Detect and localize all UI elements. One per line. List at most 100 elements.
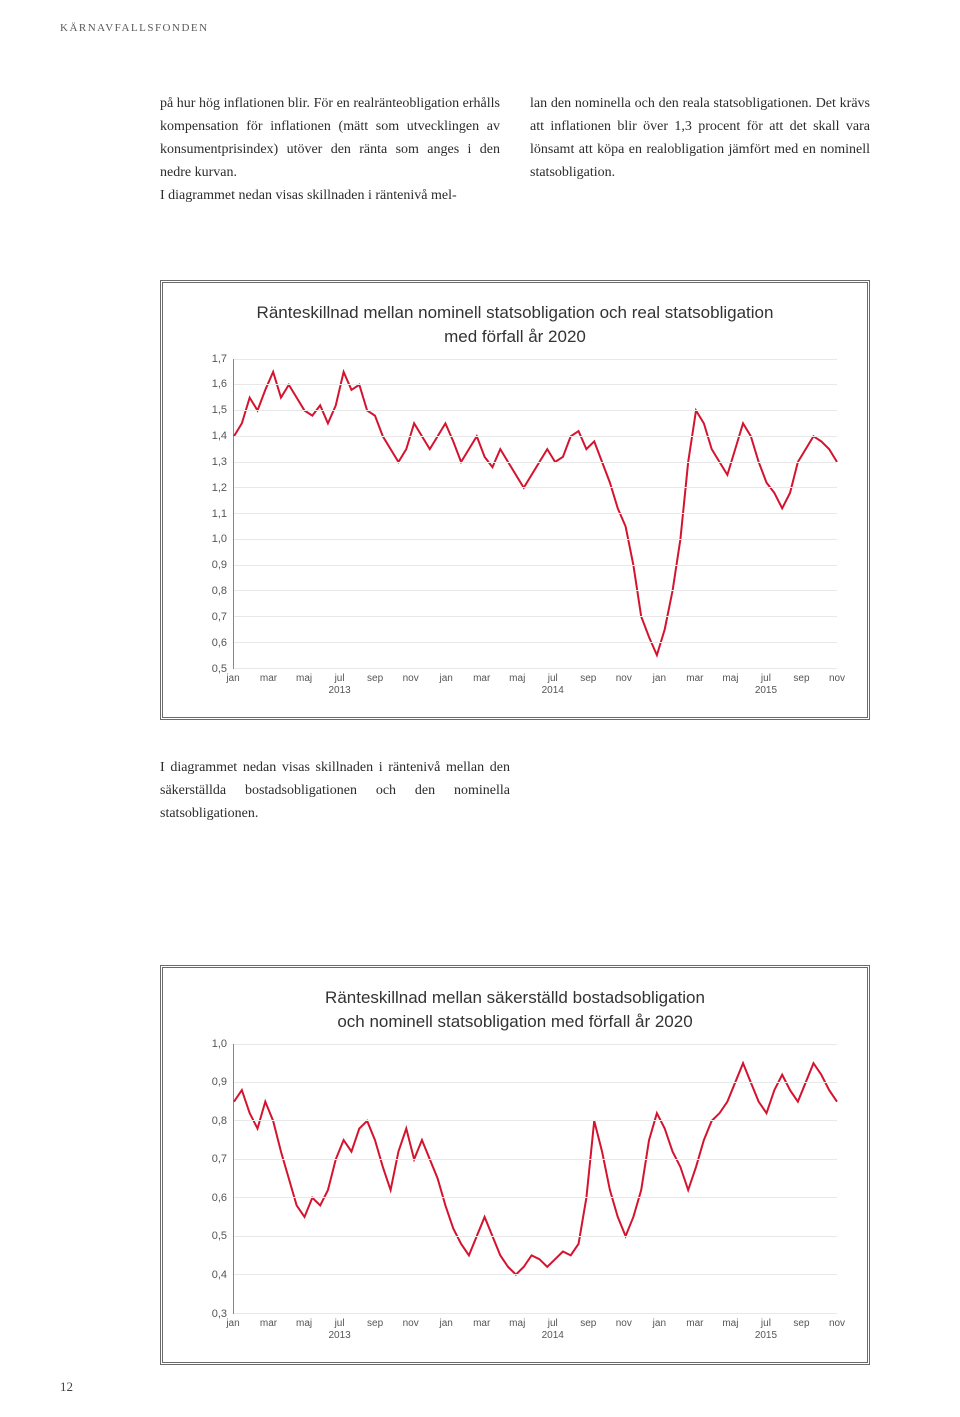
y-tick-label: 0,4: [212, 1269, 227, 1281]
chart-1-title-l1: Ränteskillnad mellan nominell statsoblig…: [257, 303, 774, 322]
para1c: lan den nominella och den reala statsobl…: [530, 96, 870, 180]
x-tick-label: mar: [686, 1318, 703, 1330]
x-tick-label: jul2013: [328, 1318, 350, 1342]
x-tick-label: sep: [793, 673, 809, 685]
gridline: [234, 513, 837, 514]
x-tick-label: jan: [653, 673, 666, 685]
gridline: [234, 1159, 837, 1160]
y-tick-label: 0,9: [212, 1076, 227, 1088]
gridline: [234, 1082, 837, 1083]
gridline: [234, 1197, 837, 1198]
chart-1-yticks: 0,50,60,70,80,91,01,11,21,31,41,51,61,7: [173, 359, 233, 669]
x-tick-label: nov: [403, 673, 419, 685]
gridline: [234, 359, 837, 360]
x-tick-label: nov: [829, 673, 845, 685]
x-tick-label: jan: [653, 1318, 666, 1330]
chart-2-area: 0,30,40,50,60,70,80,91,0 janmarmajjul201…: [173, 1044, 857, 1354]
page-number: 12: [60, 1379, 73, 1395]
chart-1-box: Ränteskillnad mellan nominell statsoblig…: [160, 280, 870, 720]
y-tick-label: 1,7: [212, 353, 227, 365]
y-tick-label: 0,6: [212, 1192, 227, 1204]
y-tick-label: 0,7: [212, 1153, 227, 1165]
body-col-right: lan den nominella och den reala statsobl…: [530, 92, 870, 207]
gridline: [234, 616, 837, 617]
gridline: [234, 384, 837, 385]
chart-2-title: Ränteskillnad mellan säkerställd bostads…: [163, 968, 867, 1044]
gridline: [234, 410, 837, 411]
gridline: [234, 1044, 837, 1045]
x-tick-label: jul2014: [542, 673, 564, 697]
x-tick-label: jul2015: [755, 673, 777, 697]
y-tick-label: 0,8: [212, 585, 227, 597]
x-tick-label: sep: [793, 1318, 809, 1330]
chart-2-title-l2: och nominell statsobligation med förfall…: [337, 1012, 692, 1031]
x-tick-label: maj: [296, 1318, 312, 1330]
chart-2-plot: [233, 1044, 837, 1314]
y-tick-label: 0,8: [212, 1115, 227, 1127]
x-tick-label: jul2013: [328, 673, 350, 697]
chart-2-yticks: 0,30,40,50,60,70,80,91,0: [173, 1044, 233, 1314]
chart-1-area: 0,50,60,70,80,91,01,11,21,31,41,51,61,7 …: [173, 359, 857, 709]
gridline: [234, 436, 837, 437]
gridline: [234, 1120, 837, 1121]
x-tick-label: maj: [509, 673, 525, 685]
x-tick-label: sep: [367, 1318, 383, 1330]
chart-2-xticks: jan mar maj jul2013 sep nov jan mar maj jul2014 se…: [233, 1314, 837, 1354]
gridline: [234, 462, 837, 463]
y-tick-label: 1,4: [212, 430, 227, 442]
x-tick-label: nov: [616, 1318, 632, 1330]
y-tick-label: 0,7: [212, 611, 227, 623]
x-tick-label: mar: [260, 1318, 277, 1330]
x-tick-label: jul2015: [755, 1318, 777, 1342]
y-tick-label: 0,3: [212, 1308, 227, 1320]
x-tick-label: maj: [509, 1318, 525, 1330]
x-tick-label: maj: [722, 673, 738, 685]
para1a: på hur hög inflationen blir. För en real…: [160, 96, 500, 180]
x-tick-label: sep: [580, 673, 596, 685]
chart-1-title-l2: med förfall år 2020: [444, 327, 586, 346]
page-header: KÄRNAVFALLSFONDEN: [60, 22, 209, 34]
x-tick-label: jul2014: [542, 1318, 564, 1342]
gridline: [234, 487, 837, 488]
y-tick-label: 1,2: [212, 482, 227, 494]
gridline: [234, 1274, 837, 1275]
data-line: [234, 1063, 837, 1274]
x-tick-label: nov: [403, 1318, 419, 1330]
y-tick-label: 1,6: [212, 378, 227, 390]
chart-1-title: Ränteskillnad mellan nominell statsoblig…: [163, 283, 867, 359]
y-tick-label: 0,6: [212, 637, 227, 649]
y-tick-label: 0,5: [212, 663, 227, 675]
x-tick-label: mar: [473, 673, 490, 685]
chart-1-plot: [233, 359, 837, 669]
chart-2-svg: [234, 1044, 837, 1313]
x-tick-label: sep: [580, 1318, 596, 1330]
y-tick-label: 1,1: [212, 508, 227, 520]
x-tick-label: mar: [260, 673, 277, 685]
x-tick-label: maj: [722, 1318, 738, 1330]
x-tick-label: nov: [616, 673, 632, 685]
mid-paragraph: I diagrammet nedan visas skillnaden i rä…: [160, 756, 510, 825]
y-tick-label: 1,3: [212, 456, 227, 468]
x-tick-label: nov: [829, 1318, 845, 1330]
y-tick-label: 1,5: [212, 404, 227, 416]
x-tick-label: maj: [296, 673, 312, 685]
x-tick-label: sep: [367, 673, 383, 685]
chart-2-title-l1: Ränteskillnad mellan säkerställd bostads…: [325, 988, 705, 1007]
gridline: [234, 1236, 837, 1237]
x-tick-label: jan: [439, 1318, 452, 1330]
body-col-left: på hur hög inflationen blir. För en real…: [160, 92, 500, 207]
x-tick-label: jan: [226, 673, 239, 685]
x-tick-label: jan: [226, 1318, 239, 1330]
chart-1-xticks: jan mar maj jul2013 sep nov jan mar maj jul2014 se…: [233, 669, 837, 709]
chart-2-box: Ränteskillnad mellan säkerställd bostads…: [160, 965, 870, 1365]
y-tick-label: 0,9: [212, 559, 227, 571]
gridline: [234, 642, 837, 643]
gridline: [234, 590, 837, 591]
gridline: [234, 539, 837, 540]
x-tick-label: jan: [439, 673, 452, 685]
para1b: I diagrammet nedan visas skillnaden i rä…: [160, 188, 457, 203]
y-tick-label: 1,0: [212, 1038, 227, 1050]
x-tick-label: mar: [686, 673, 703, 685]
body-text-block: på hur hög inflationen blir. För en real…: [160, 92, 870, 207]
y-tick-label: 0,5: [212, 1230, 227, 1242]
